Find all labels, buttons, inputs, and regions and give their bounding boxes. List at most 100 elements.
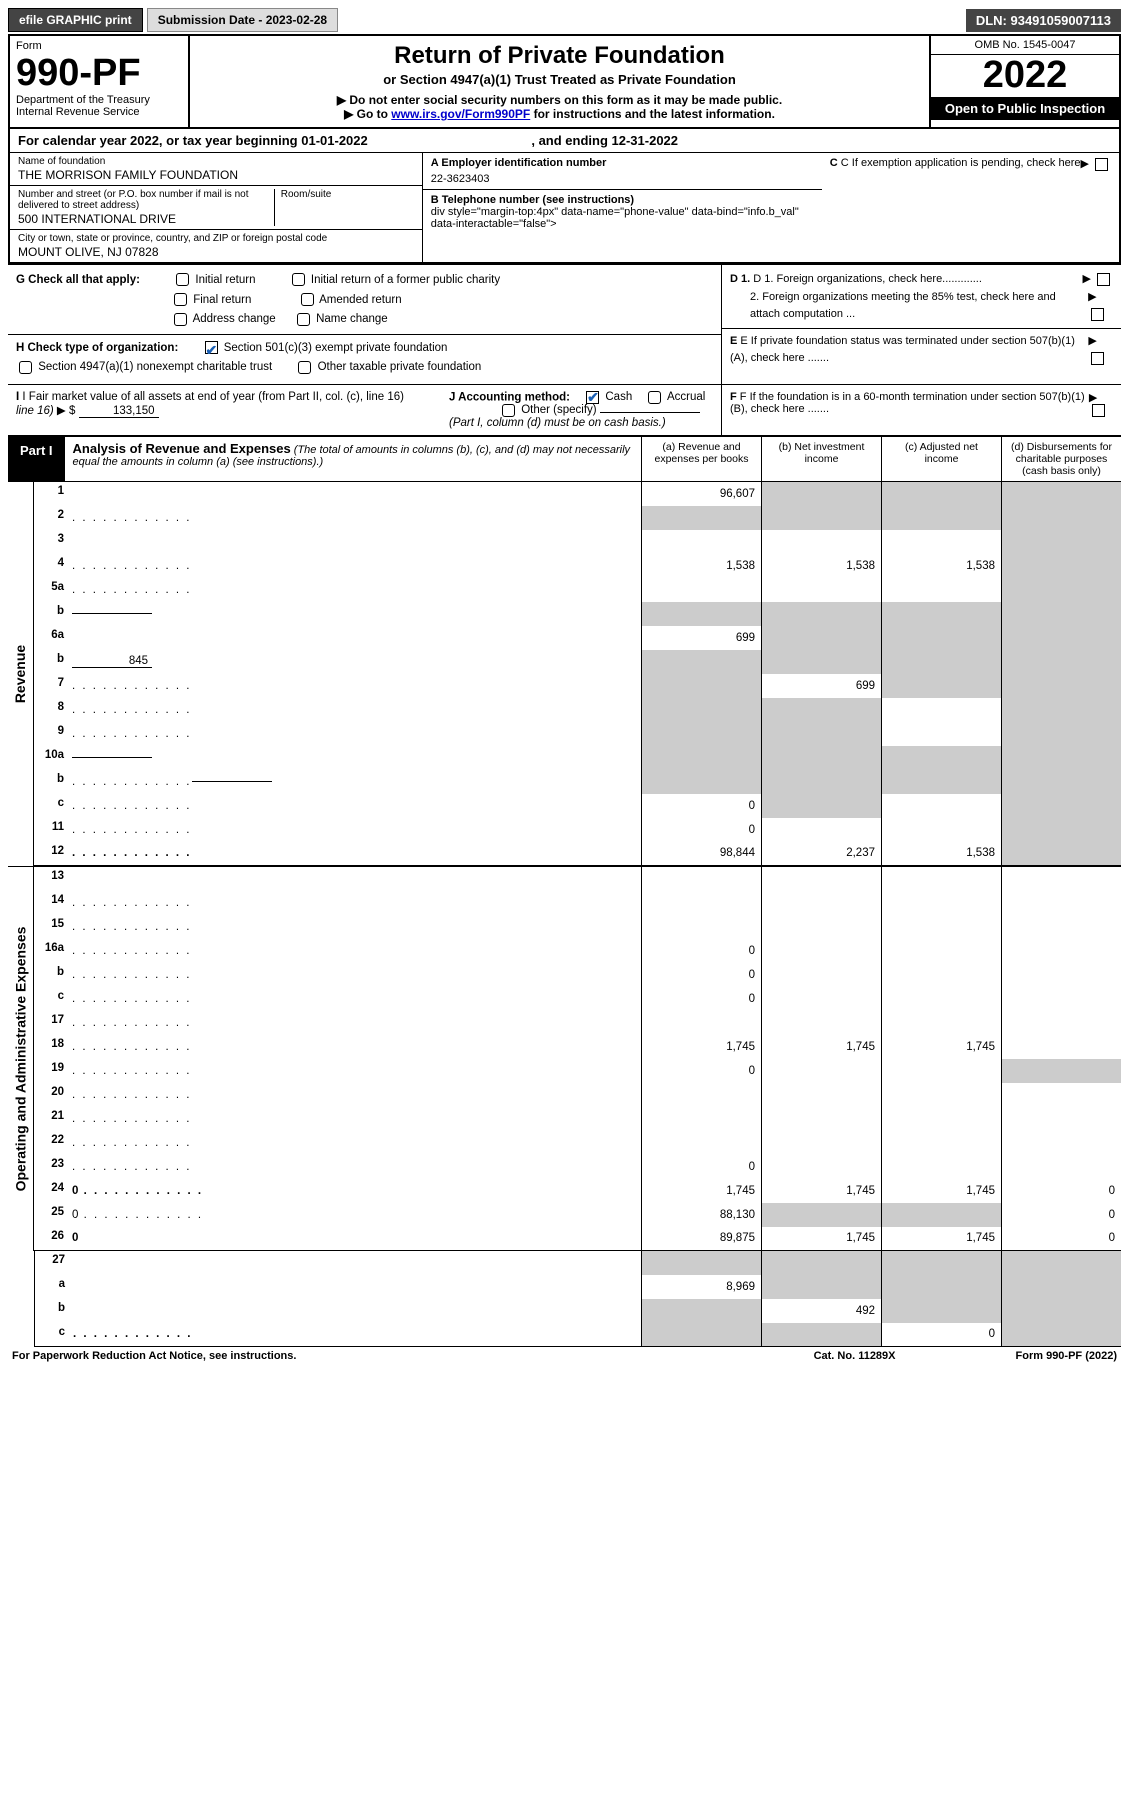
check-cash[interactable] [586, 391, 599, 404]
cell-a: 0 [641, 794, 761, 818]
row-desc [68, 963, 641, 987]
cell-c: 1,538 [881, 554, 1001, 578]
fmv-value: 133,150 [79, 405, 159, 418]
efile-button[interactable]: efile GRAPHIC print [8, 8, 143, 32]
row-number: b [34, 650, 68, 674]
cell-c [881, 530, 1001, 554]
cell-c [881, 867, 1001, 891]
cell-a: 1,745 [641, 1035, 761, 1059]
cell-d [1001, 963, 1121, 987]
check-d2[interactable] [1091, 308, 1104, 321]
entity-info: Name of foundation THE MORRISON FAMILY F… [10, 153, 1119, 263]
row-desc [69, 1251, 641, 1275]
table-row: 1298,8442,2371,538 [34, 842, 1121, 866]
row-desc: 0 [68, 1203, 641, 1227]
open-public-badge: Open to Public Inspection [931, 97, 1119, 120]
check-d1[interactable] [1097, 273, 1110, 286]
row-desc: 845 [68, 650, 641, 674]
tax-year: 2022 [931, 55, 1119, 97]
part1-header: Part I Analysis of Revenue and Expenses … [8, 437, 1121, 482]
row-desc [68, 1131, 641, 1155]
cell-b [761, 1275, 881, 1299]
section-i-j: I I Fair market value of all assets at e… [8, 385, 1121, 437]
row-desc [68, 915, 641, 939]
phone-cell: B Telephone number (see instructions) di… [423, 190, 822, 234]
cell-c [881, 626, 1001, 650]
table-row: 10a [34, 746, 1121, 770]
table-row: c0 [34, 794, 1121, 818]
row-number: 12 [34, 842, 68, 865]
irs-link[interactable]: www.irs.gov/Form990PF [391, 107, 530, 121]
cell-b [761, 1155, 881, 1179]
row-number: 24 [34, 1179, 68, 1203]
cell-d [1001, 1083, 1121, 1107]
check-name[interactable] [297, 313, 310, 326]
check-e[interactable] [1091, 352, 1104, 365]
cell-a: 96,607 [641, 482, 761, 506]
cell-b [761, 746, 881, 770]
check-501c3[interactable] [205, 341, 218, 354]
line-h: H Check type of organization: Section 50… [8, 334, 721, 378]
check-other-method[interactable] [502, 404, 515, 417]
cell-d [1001, 1299, 1121, 1323]
check-f[interactable] [1092, 404, 1105, 417]
row-number: 19 [34, 1059, 68, 1083]
check-4947[interactable] [19, 361, 32, 374]
line-i: I I Fair market value of all assets at e… [8, 385, 441, 435]
table-row: 196,607 [34, 482, 1121, 506]
cell-d [1001, 650, 1121, 674]
expenses-side-label: Operating and Administrative Expenses [8, 867, 34, 1251]
cell-d [1001, 554, 1121, 578]
row-desc [68, 1011, 641, 1035]
row-desc [68, 554, 641, 578]
row-number: 22 [34, 1131, 68, 1155]
cell-c [881, 891, 1001, 915]
row-number: 14 [34, 891, 68, 915]
check-c[interactable] [1095, 158, 1108, 171]
cell-a: 8,969 [641, 1275, 761, 1299]
row-number: 2 [34, 506, 68, 530]
cell-a: 0 [641, 987, 761, 1011]
section-g-h: G Check all that apply: Initial return I… [8, 265, 1121, 385]
check-initial[interactable] [176, 273, 189, 286]
check-amended[interactable] [301, 293, 314, 306]
check-initial-former[interactable] [292, 273, 305, 286]
check-final[interactable] [174, 293, 187, 306]
row-number: 11 [34, 818, 68, 842]
check-address[interactable] [174, 313, 187, 326]
cell-d [1001, 698, 1121, 722]
table-row: 15 [34, 915, 1121, 939]
cell-a: 699 [641, 626, 761, 650]
cell-d [1001, 1275, 1121, 1299]
row-number: 27 [35, 1251, 69, 1275]
row-number: 20 [34, 1083, 68, 1107]
cell-b [761, 1083, 881, 1107]
cell-a: 0 [641, 939, 761, 963]
table-row: 230 [34, 1155, 1121, 1179]
row-number: 23 [34, 1155, 68, 1179]
cell-a [641, 698, 761, 722]
cell-c [881, 915, 1001, 939]
line-d2: 2. Foreign organizations meeting the 85%… [730, 289, 1113, 324]
cell-d [1001, 746, 1121, 770]
table-row: 6a699 [34, 626, 1121, 650]
form-header: Form 990-PF Department of the Treasury I… [10, 36, 1119, 129]
cell-c: 1,745 [881, 1035, 1001, 1059]
cell-d [1001, 602, 1121, 626]
table-row: 7699 [34, 674, 1121, 698]
cell-b [761, 506, 881, 530]
row-number: 13 [34, 867, 68, 891]
row-desc [68, 482, 641, 506]
cell-b: 2,237 [761, 842, 881, 865]
check-other-tax[interactable] [298, 361, 311, 374]
row-number: b [34, 602, 68, 626]
row-number: c [34, 987, 68, 1011]
check-accrual[interactable] [648, 391, 661, 404]
cell-d [1001, 506, 1121, 530]
table-row: 2 [34, 506, 1121, 530]
row-number: 21 [34, 1107, 68, 1131]
row-number: c [34, 794, 68, 818]
line-f: F F If the foundation is in a 60-month t… [721, 385, 1121, 435]
cell-b [761, 650, 881, 674]
omb-number: OMB No. 1545-0047 [931, 36, 1119, 55]
